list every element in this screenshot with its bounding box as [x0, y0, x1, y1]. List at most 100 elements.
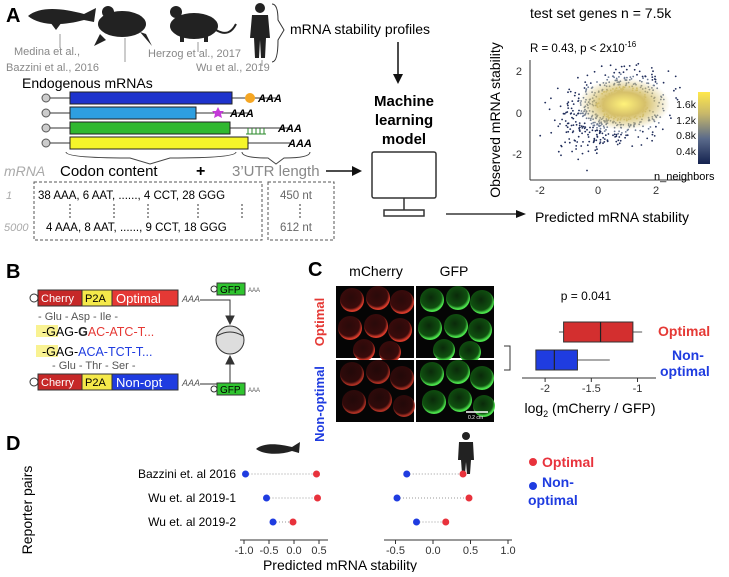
boxplot [535, 321, 643, 382]
scatter-point [566, 102, 569, 105]
scatter-point [641, 130, 644, 133]
scatter-point [572, 103, 575, 105]
scatter-point [651, 133, 654, 136]
scatter-point [623, 65, 626, 68]
scatter-point [646, 137, 649, 140]
scatter-title: test set genes n = 7.5k [530, 5, 672, 21]
scatter-point [626, 134, 629, 137]
scatter-point [588, 140, 591, 143]
arrow-down-head [393, 74, 403, 84]
legend-optimal-2: optimal [660, 363, 710, 379]
legend-non: Non- [672, 347, 704, 363]
dotplot-zebrafish [242, 470, 321, 544]
mrna-column-label: mRNA [4, 163, 45, 179]
codon-row-5000: 4 AAA, 8 AAT, ......, 9 CCT, 18 GGG [46, 222, 227, 234]
colorbar-tick: 0.8k [676, 130, 697, 142]
scatter-point [564, 120, 567, 122]
scatter-point [573, 94, 576, 97]
scatter-point [577, 76, 579, 79]
scatter-point [642, 77, 644, 80]
scatter-point [574, 91, 577, 94]
aa-bottom: - Glu - Thr - Ser - [52, 360, 136, 372]
poly-a-1: AAA [257, 93, 282, 105]
scatter-point [539, 134, 542, 137]
computer-icon [371, 151, 437, 217]
colorbar-tick: 0.4k [676, 146, 697, 158]
scatter-point [562, 112, 565, 115]
scatter-point [567, 101, 570, 104]
scatter-point [662, 81, 665, 84]
scatter-point [579, 112, 582, 115]
scatter-point [591, 129, 594, 132]
dot-nonoptimal [242, 470, 249, 478]
scatter-point [603, 130, 606, 133]
colorbar [698, 92, 710, 164]
scatter-point [639, 129, 642, 132]
box-x-tick: -1 [633, 383, 643, 395]
scatter-point [616, 143, 619, 146]
scatter-point [571, 150, 573, 153]
scatter-point [584, 130, 587, 133]
codon-content-label: Codon content [60, 163, 158, 180]
scatter-point [548, 108, 551, 111]
scatter-point [635, 64, 638, 66]
scatter-point [607, 76, 610, 78]
scatter-point [596, 148, 598, 151]
scatter-point [574, 140, 577, 142]
box-x-label: log2 (mCherry / GFP) [524, 400, 655, 419]
scatter-point [559, 123, 561, 125]
gfp-reporter-bottom: GFP AAA [210, 382, 260, 396]
dot-optimal [459, 470, 467, 478]
scatter-point [615, 135, 618, 138]
scatter-point [579, 126, 581, 129]
scatter-point [603, 141, 606, 143]
scatter-point [590, 122, 593, 125]
scatter-point [620, 65, 623, 68]
scatter-point [602, 142, 604, 145]
scatter-point [675, 97, 677, 99]
col-label-gfp: GFP [440, 263, 469, 279]
scatter-point [571, 116, 573, 119]
poly-a-gfp2: AAA [248, 388, 260, 394]
scatter-point [618, 130, 620, 133]
mouse-icon [170, 6, 237, 42]
scatter-point [613, 76, 615, 79]
scatter-point [569, 90, 572, 93]
scatter-point [565, 111, 567, 114]
scatter-point [593, 137, 596, 140]
gfp-reporter-top: GFP AAA [210, 282, 260, 296]
scatter-point [599, 141, 602, 144]
d-row-label: Wu et. al 2019-1 [148, 491, 236, 505]
scatter-point [570, 107, 573, 110]
d-left-tick: 0.0 [286, 545, 301, 557]
scatter-point [625, 134, 627, 137]
colorbar-tick: 1.6k [676, 99, 697, 111]
scatter-point [615, 133, 618, 136]
d-legend-optimal-dot [529, 458, 537, 466]
scatter-point [567, 122, 570, 125]
scatter-x-tick: -2 [535, 185, 545, 197]
scatter-point [604, 134, 607, 137]
scatter-point [653, 135, 656, 137]
scatter-y-tick: -2 [512, 149, 522, 161]
density-core [578, 78, 670, 130]
scatter-point [583, 122, 586, 125]
profiles-label: mRNA stability profiles [290, 21, 430, 37]
scatter-point [596, 126, 598, 129]
scatter-point [567, 107, 570, 109]
scatter-point [656, 82, 658, 85]
scatter-point [553, 119, 556, 122]
scatter-annotation: R = 0.43, p < 2x10-16 [530, 40, 637, 55]
scatter-point [564, 141, 566, 144]
scatter-point [594, 149, 597, 152]
dot-optimal [465, 494, 473, 502]
source-herzog: Herzog et al., 2017 [148, 48, 241, 60]
scatter-point [587, 133, 589, 136]
scatter-point [651, 139, 653, 142]
significance-bracket [504, 345, 511, 371]
scatter-point [550, 97, 552, 100]
poly-a-3: AAA [277, 123, 302, 135]
scatter-point [577, 158, 580, 161]
scatter-point [651, 131, 654, 134]
poly-a-4: AAA [287, 138, 312, 150]
